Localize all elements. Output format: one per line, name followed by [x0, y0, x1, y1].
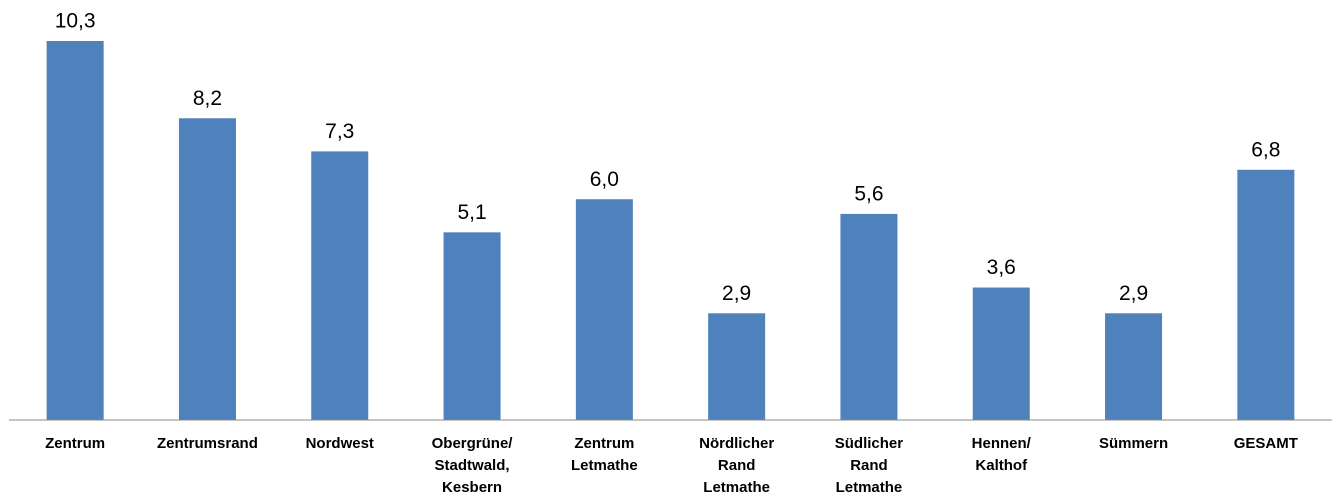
value-label: 7,3: [325, 120, 354, 143]
bar: [1237, 169, 1295, 420]
bar: [972, 287, 1030, 420]
x-tick-label: Nordwest: [306, 435, 374, 452]
x-tick-label: Zentrumsrand: [157, 435, 258, 452]
bar: [1105, 313, 1163, 420]
value-label: 5,6: [854, 182, 883, 205]
x-tick-label: Hennen/: [972, 435, 1032, 452]
bar: [178, 118, 236, 420]
x-tick-label: Letmathe: [571, 457, 638, 474]
x-tick-label: Sümmern: [1099, 435, 1168, 452]
bar: [311, 151, 369, 420]
x-tick-label: Rand: [850, 457, 888, 474]
value-label: 2,9: [1119, 282, 1148, 305]
bar: [840, 213, 898, 420]
x-tick-label: Nördlicher: [699, 435, 774, 452]
x-tick-label: GESAMT: [1234, 435, 1298, 452]
value-label: 3,6: [987, 256, 1016, 279]
bar: [708, 313, 766, 420]
x-tick-label: Stadtwald,: [435, 457, 510, 474]
bar: [443, 232, 501, 420]
x-tick-label: Zentrum: [45, 435, 105, 452]
x-tick-label: Südlicher: [835, 435, 904, 452]
value-label: 8,2: [193, 87, 222, 110]
x-tick-label: Letmathe: [703, 479, 770, 496]
x-tick-label: Kesbern: [442, 479, 502, 496]
value-label: 6,0: [590, 168, 619, 191]
value-label: 10,3: [55, 10, 96, 33]
x-tick-label: Rand: [718, 457, 756, 474]
value-label: 2,9: [722, 282, 751, 305]
x-tick-label: Zentrum: [574, 435, 634, 452]
x-tick-label: Letmathe: [836, 479, 903, 496]
value-label: 6,8: [1251, 138, 1280, 161]
x-tick-label: Kalthof: [975, 457, 1028, 474]
x-tick-label: Obergrüne/: [432, 435, 514, 452]
value-label: 5,1: [457, 201, 486, 224]
bar: [46, 41, 104, 420]
bar: [575, 199, 633, 420]
